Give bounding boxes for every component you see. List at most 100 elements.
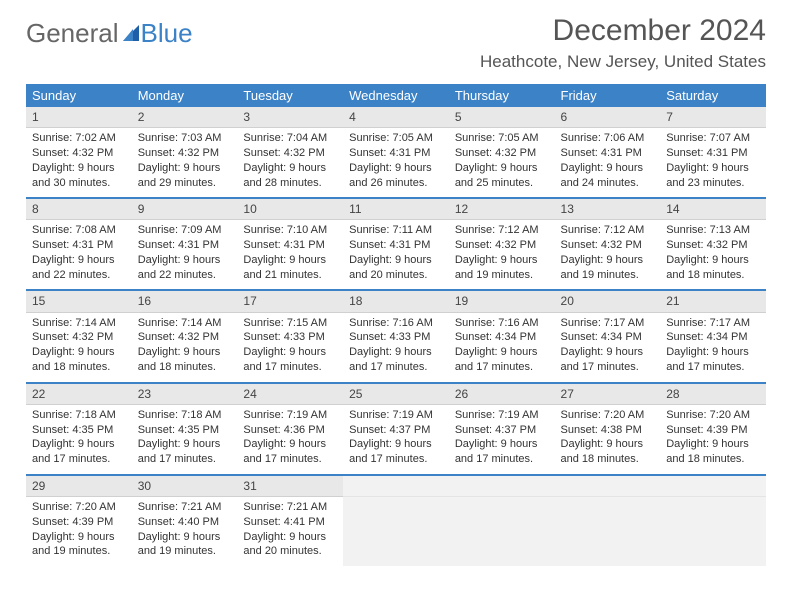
- day-body: Sunrise: 7:10 AMSunset: 4:31 PMDaylight:…: [237, 220, 343, 289]
- calendar-empty-cell: [660, 475, 766, 566]
- day-body: [555, 497, 661, 566]
- daylight-line: Daylight: 9 hours and 19 minutes.: [561, 253, 655, 283]
- calendar-empty-cell: [555, 475, 661, 566]
- day-number: 30: [132, 476, 238, 497]
- calendar-day-cell: 2Sunrise: 7:03 AMSunset: 4:32 PMDaylight…: [132, 107, 238, 198]
- daylight-line: Daylight: 9 hours and 28 minutes.: [243, 161, 337, 191]
- calendar-day-cell: 7Sunrise: 7:07 AMSunset: 4:31 PMDaylight…: [660, 107, 766, 198]
- calendar-day-cell: 25Sunrise: 7:19 AMSunset: 4:37 PMDayligh…: [343, 383, 449, 475]
- sunset-line: Sunset: 4:32 PM: [666, 238, 760, 253]
- sunset-line: Sunset: 4:38 PM: [561, 423, 655, 438]
- month-title: December 2024: [480, 14, 766, 48]
- calendar-day-cell: 14Sunrise: 7:13 AMSunset: 4:32 PMDayligh…: [660, 198, 766, 290]
- day-number: 13: [555, 199, 661, 220]
- day-body: Sunrise: 7:04 AMSunset: 4:32 PMDaylight:…: [237, 128, 343, 197]
- daylight-line: Daylight: 9 hours and 23 minutes.: [666, 161, 760, 191]
- calendar-day-cell: 21Sunrise: 7:17 AMSunset: 4:34 PMDayligh…: [660, 290, 766, 382]
- daylight-line: Daylight: 9 hours and 22 minutes.: [32, 253, 126, 283]
- daylight-line: Daylight: 9 hours and 17 minutes.: [32, 437, 126, 467]
- day-body: Sunrise: 7:14 AMSunset: 4:32 PMDaylight:…: [26, 313, 132, 382]
- day-body: Sunrise: 7:17 AMSunset: 4:34 PMDaylight:…: [660, 313, 766, 382]
- sunset-line: Sunset: 4:34 PM: [455, 330, 549, 345]
- day-number: 29: [26, 476, 132, 497]
- day-body: Sunrise: 7:12 AMSunset: 4:32 PMDaylight:…: [555, 220, 661, 289]
- day-body: Sunrise: 7:11 AMSunset: 4:31 PMDaylight:…: [343, 220, 449, 289]
- calendar-week-row: 22Sunrise: 7:18 AMSunset: 4:35 PMDayligh…: [26, 383, 766, 475]
- sunset-line: Sunset: 4:40 PM: [138, 515, 232, 530]
- sunset-line: Sunset: 4:32 PM: [32, 330, 126, 345]
- day-body: Sunrise: 7:08 AMSunset: 4:31 PMDaylight:…: [26, 220, 132, 289]
- sunrise-line: Sunrise: 7:11 AM: [349, 223, 443, 238]
- day-body: Sunrise: 7:20 AMSunset: 4:39 PMDaylight:…: [660, 405, 766, 474]
- weekday-header: Monday: [132, 84, 238, 107]
- calendar-day-cell: 31Sunrise: 7:21 AMSunset: 4:41 PMDayligh…: [237, 475, 343, 566]
- calendar-day-cell: 18 Sunrise: 7:16 AMSunset: 4:33 PMDayligh…: [343, 290, 449, 382]
- calendar-day-cell: 26Sunrise: 7:19 AMSunset: 4:37 PMDayligh…: [449, 383, 555, 475]
- day-body: Sunrise: 7:12 AMSunset: 4:32 PMDaylight:…: [449, 220, 555, 289]
- sunrise-line: Sunrise: 7:16 AM: [349, 316, 443, 331]
- day-number: 1: [26, 107, 132, 128]
- sail-icon: [121, 21, 141, 47]
- sunset-line: Sunset: 4:39 PM: [32, 515, 126, 530]
- sunset-line: Sunset: 4:31 PM: [243, 238, 337, 253]
- sunrise-line: Sunrise: 7:09 AM: [138, 223, 232, 238]
- daylight-line: Daylight: 9 hours and 19 minutes.: [455, 253, 549, 283]
- sunrise-line: Sunrise: 7:15 AM: [243, 316, 337, 331]
- day-body: Sunrise: 7:21 AMSunset: 4:41 PMDaylight:…: [237, 497, 343, 566]
- sunset-line: Sunset: 4:32 PM: [138, 146, 232, 161]
- weekday-header: Tuesday: [237, 84, 343, 107]
- day-body: [660, 497, 766, 566]
- sunrise-line: Sunrise: 7:02 AM: [32, 131, 126, 146]
- day-number: 18: [343, 291, 449, 312]
- sunrise-line: Sunrise: 7:17 AM: [666, 316, 760, 331]
- day-body: Sunrise: 7:09 AMSunset: 4:31 PMDaylight:…: [132, 220, 238, 289]
- sunrise-line: Sunrise: 7:16 AM: [455, 316, 549, 331]
- sunrise-line: Sunrise: 7:19 AM: [243, 408, 337, 423]
- day-number: 27: [555, 384, 661, 405]
- calendar-day-cell: 29Sunrise: 7:20 AMSunset: 4:39 PMDayligh…: [26, 475, 132, 566]
- sunrise-line: Sunrise: 7:12 AM: [561, 223, 655, 238]
- day-number: [343, 476, 449, 497]
- daylight-line: Daylight: 9 hours and 17 minutes.: [243, 437, 337, 467]
- day-number: 10: [237, 199, 343, 220]
- day-number: [555, 476, 661, 497]
- calendar-day-cell: 16Sunrise: 7:14 AMSunset: 4:32 PMDayligh…: [132, 290, 238, 382]
- day-number: 7: [660, 107, 766, 128]
- sunrise-line: Sunrise: 7:21 AM: [243, 500, 337, 515]
- day-body: Sunrise: 7:14 AMSunset: 4:32 PMDaylight:…: [132, 313, 238, 382]
- sunset-line: Sunset: 4:33 PM: [349, 330, 443, 345]
- sunrise-line: Sunrise: 7:10 AM: [243, 223, 337, 238]
- sunrise-line: Sunrise: 7:08 AM: [32, 223, 126, 238]
- calendar-day-cell: 12Sunrise: 7:12 AMSunset: 4:32 PMDayligh…: [449, 198, 555, 290]
- day-body: Sunrise: 7:13 AMSunset: 4:32 PMDaylight:…: [660, 220, 766, 289]
- calendar-day-cell: 9Sunrise: 7:09 AMSunset: 4:31 PMDaylight…: [132, 198, 238, 290]
- day-number: 17: [237, 291, 343, 312]
- day-body: Sunrise: 7:18 AMSunset: 4:35 PMDaylight:…: [26, 405, 132, 474]
- sunrise-line: Sunrise: 7:14 AM: [138, 316, 232, 331]
- sunrise-line: Sunrise: 7:17 AM: [561, 316, 655, 331]
- day-number: 20: [555, 291, 661, 312]
- day-body: Sunrise: 7:18 AMSunset: 4:35 PMDaylight:…: [132, 405, 238, 474]
- day-body: Sunrise: 7:20 AMSunset: 4:39 PMDaylight:…: [26, 497, 132, 566]
- sunrise-line: Sunrise: 7:04 AM: [243, 131, 337, 146]
- calendar-day-cell: 17Sunrise: 7:15 AMSunset: 4:33 PMDayligh…: [237, 290, 343, 382]
- daylight-line: Daylight: 9 hours and 17 minutes.: [455, 437, 549, 467]
- daylight-line: Daylight: 9 hours and 24 minutes.: [561, 161, 655, 191]
- sunset-line: Sunset: 4:32 PM: [561, 238, 655, 253]
- calendar-day-cell: 22Sunrise: 7:18 AMSunset: 4:35 PMDayligh…: [26, 383, 132, 475]
- day-body: Sunrise: 7:05 AMSunset: 4:31 PMDaylight:…: [343, 128, 449, 197]
- day-body: Sunrise: 7:15 AMSunset: 4:33 PMDaylight:…: [237, 313, 343, 382]
- sunset-line: Sunset: 4:31 PM: [666, 146, 760, 161]
- day-body: Sunrise: 7:16 AMSunset: 4:34 PMDaylight:…: [449, 313, 555, 382]
- sunset-line: Sunset: 4:34 PM: [666, 330, 760, 345]
- daylight-line: Daylight: 9 hours and 17 minutes.: [349, 345, 443, 375]
- daylight-line: Daylight: 9 hours and 17 minutes.: [455, 345, 549, 375]
- calendar-day-cell: 28Sunrise: 7:20 AMSunset: 4:39 PMDayligh…: [660, 383, 766, 475]
- weekday-header: Friday: [555, 84, 661, 107]
- calendar-week-row: 1 Sunrise: 7:02 AM Sunset: 4:32 PM Daylight…: [26, 107, 766, 198]
- sunrise-line: Sunrise: 7:12 AM: [455, 223, 549, 238]
- day-body: Sunrise: 7:19 AMSunset: 4:37 PMDaylight:…: [449, 405, 555, 474]
- sunset-line: Sunset: 4:35 PM: [138, 423, 232, 438]
- sunrise-line: Sunrise: 7:14 AM: [32, 316, 126, 331]
- sunset-line: Sunset: 4:31 PM: [138, 238, 232, 253]
